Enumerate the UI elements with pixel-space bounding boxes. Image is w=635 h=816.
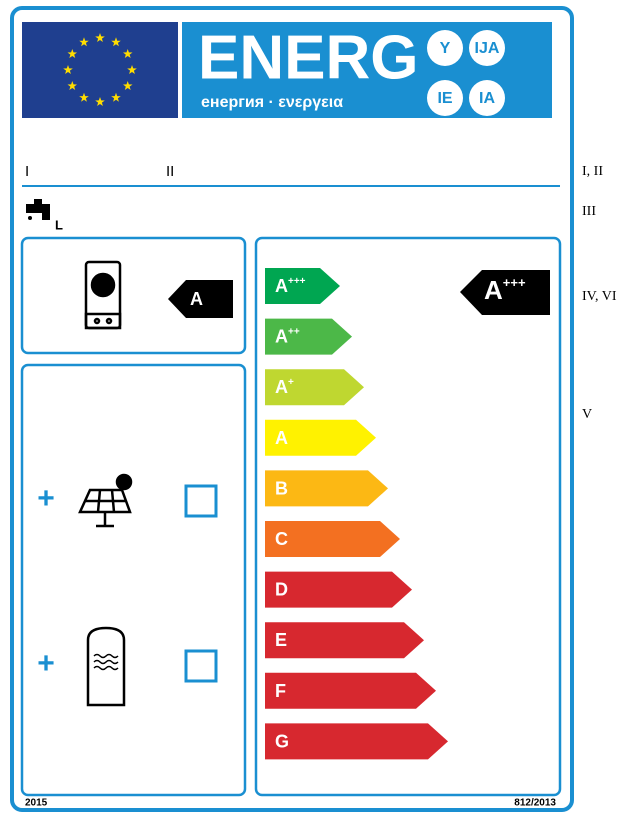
scale-letter: D	[275, 579, 288, 599]
package-class-letter: A	[484, 275, 503, 305]
checkbox[interactable]	[184, 484, 218, 518]
scale-letter: B	[275, 478, 288, 498]
field-label: II	[166, 163, 174, 180]
scale-sup: +++	[288, 276, 306, 287]
scale-sup: +	[288, 377, 294, 388]
checkbox[interactable]	[184, 649, 218, 683]
scale-arrow	[265, 521, 400, 557]
scale-sup: ++	[288, 326, 300, 337]
scale-letter: C	[275, 529, 288, 549]
scale-arrow	[265, 571, 412, 608]
scale-letter: E	[275, 630, 287, 650]
package-class-sup: +++	[503, 275, 526, 290]
star	[123, 81, 133, 90]
star	[95, 97, 105, 106]
scale-box	[254, 236, 562, 797]
star	[127, 65, 137, 74]
flag-stars	[63, 33, 137, 106]
scale-letter: F	[275, 681, 286, 701]
tank-icon	[86, 626, 126, 707]
scale-arrow	[265, 622, 424, 659]
scale-letter: G	[275, 731, 289, 751]
star	[123, 49, 133, 58]
star	[95, 33, 105, 42]
side-note: I, II	[582, 164, 603, 179]
footer-year: 2015	[25, 798, 48, 809]
scale-letter: A	[275, 326, 288, 346]
scale-arrow	[265, 470, 388, 507]
logo: ENERG	[198, 23, 418, 92]
scale-arrow	[265, 672, 436, 709]
plus-icon: +	[37, 647, 55, 680]
scale-class: G	[275, 731, 289, 751]
side-note: IV, VI	[582, 289, 617, 304]
scale-arrow	[265, 318, 352, 355]
scale-letter: A	[275, 276, 288, 296]
language-badge	[469, 80, 505, 116]
footer-regulation: 812/2013	[514, 798, 556, 809]
scale-class: F	[275, 681, 286, 701]
label-frame	[10, 6, 574, 812]
scale-letter: A	[275, 377, 288, 397]
scale-class: A+	[275, 377, 294, 397]
package-box	[20, 363, 247, 797]
language-badge-text: IE	[437, 90, 452, 107]
star	[79, 37, 89, 47]
scale-arrow	[265, 369, 364, 406]
logo-subtitle: енергия · ενεργεια	[201, 94, 343, 111]
star	[111, 92, 121, 102]
side-note: III	[582, 204, 596, 219]
tap-icon	[26, 199, 50, 220]
language-badge	[427, 30, 463, 66]
plus-icon: +	[37, 482, 55, 515]
language-badge-text: IJA	[475, 40, 500, 57]
field-label: I	[25, 163, 29, 180]
language-badge	[427, 80, 463, 116]
scale-class: D	[275, 579, 288, 599]
star	[67, 49, 77, 58]
star	[111, 37, 121, 47]
package-class: A+++	[484, 275, 526, 305]
scale-arrow	[265, 419, 376, 456]
solar-icon	[78, 473, 133, 528]
scale-class: A	[275, 428, 288, 448]
scale-arrow	[265, 268, 340, 304]
scale-class: B	[275, 478, 288, 498]
language-badge	[469, 30, 505, 66]
star	[63, 65, 73, 74]
star	[67, 81, 77, 90]
heater-icon	[84, 260, 122, 330]
heater-box	[20, 236, 247, 355]
scale-class: E	[275, 630, 287, 650]
side-note: V	[582, 407, 592, 422]
star	[79, 92, 89, 102]
language-badge-text: Y	[440, 40, 451, 57]
tap-unit: L	[55, 217, 63, 232]
package-class-arrow	[460, 270, 550, 315]
scale-class: A++	[275, 326, 300, 346]
scale-class: A+++	[275, 276, 306, 296]
scale-arrow	[265, 723, 448, 760]
scale-letter: A	[275, 428, 288, 448]
language-badge-text: IA	[479, 90, 495, 107]
heater-class: A	[190, 289, 203, 309]
heater-class-arrow	[168, 280, 233, 318]
scale-class: C	[275, 529, 288, 549]
